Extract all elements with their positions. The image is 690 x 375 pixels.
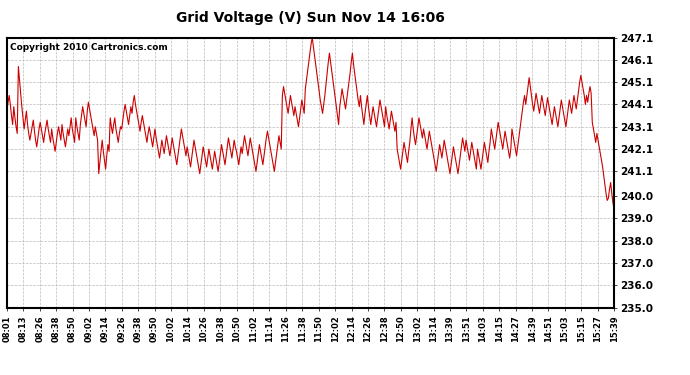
Text: Copyright 2010 Cartronics.com: Copyright 2010 Cartronics.com — [10, 43, 168, 52]
Text: Grid Voltage (V) Sun Nov 14 16:06: Grid Voltage (V) Sun Nov 14 16:06 — [176, 11, 445, 25]
